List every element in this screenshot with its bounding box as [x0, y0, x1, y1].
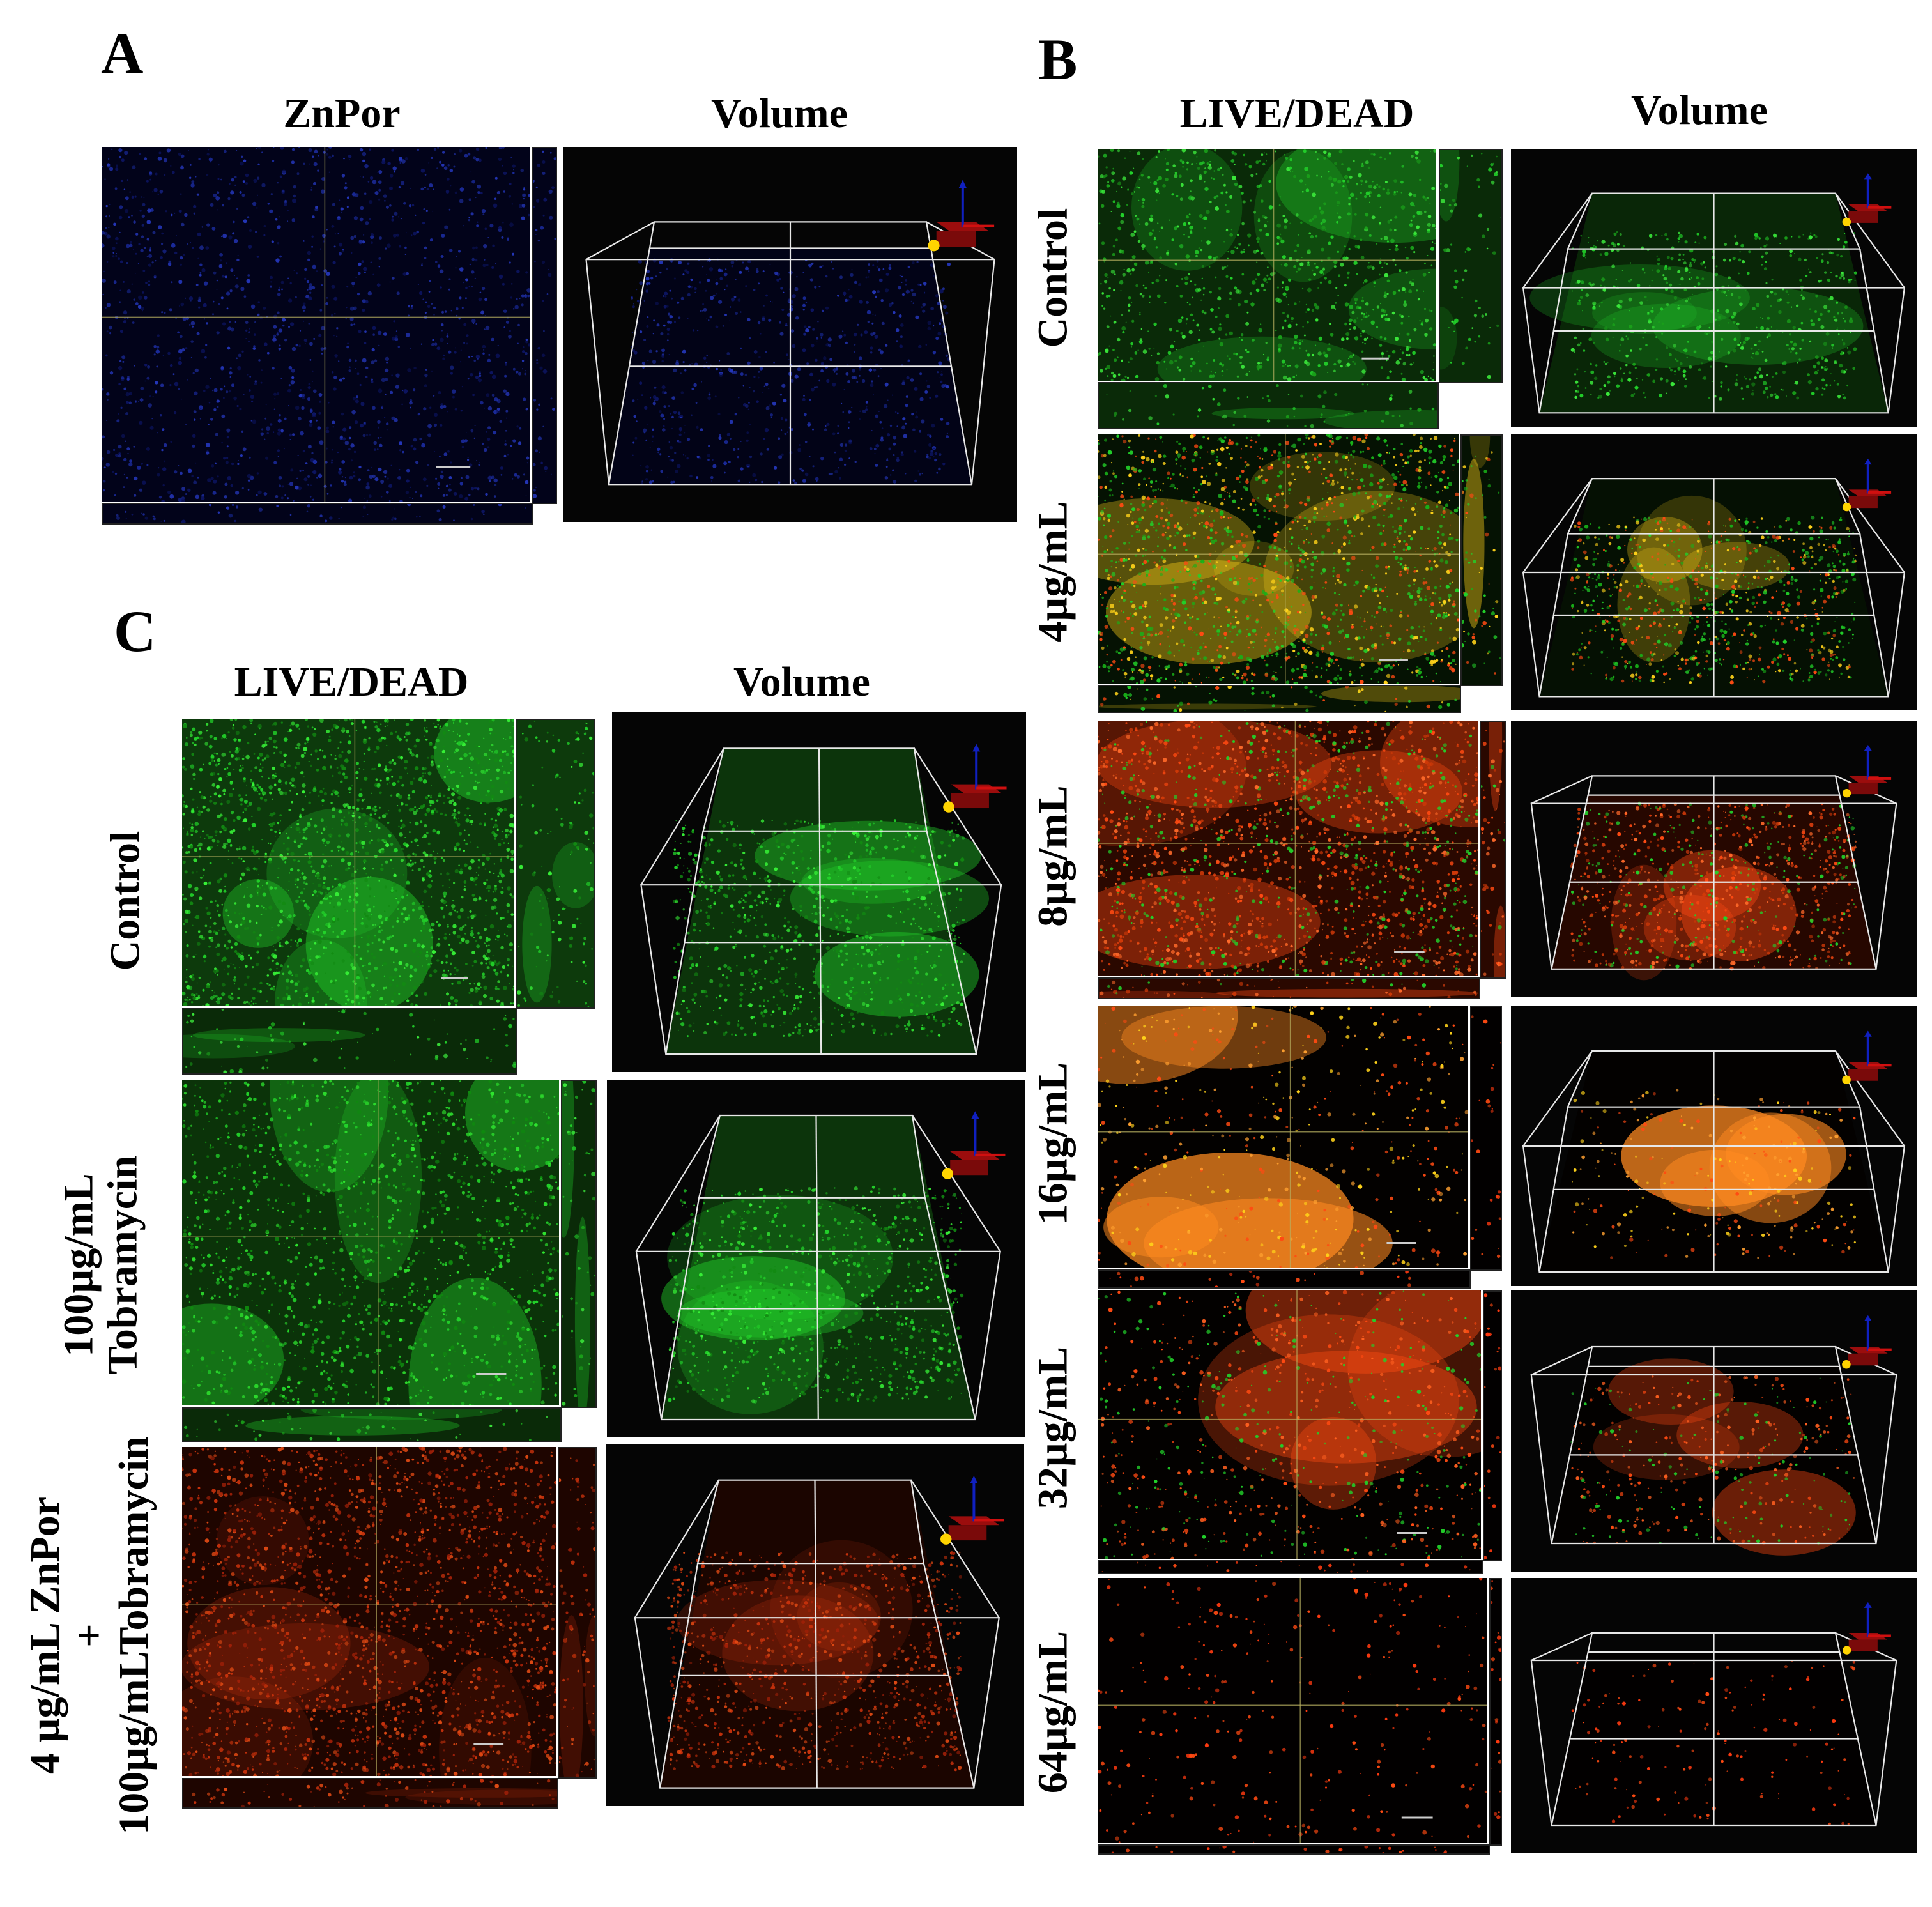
panel-b-row-label-control: Control [1029, 208, 1076, 348]
panel-c-row-label-tobramycin: 100µg/mL Tobramycin [56, 1156, 146, 1374]
b-64ug-side-view [1489, 1578, 1502, 1846]
b-16ug-live-dead-image [1098, 1006, 1468, 1268]
c-control-bottom-view [182, 1008, 517, 1075]
c-control-volume-render [612, 712, 1026, 1072]
panel-c-row-label-tobramycin-line2: Tobramycin [100, 1156, 146, 1374]
panel-b-row-label-8: 8µg/mL [1029, 785, 1076, 926]
panel-c-row-label-combination-line1: 4 µg/mL ZnPor [22, 1436, 68, 1835]
panel-letter-b: B [1038, 26, 1077, 93]
panel-b-header-volume: Volume [1623, 86, 1776, 135]
b-8ug-live-dead-image [1098, 721, 1478, 976]
b-16ug-volume-render [1511, 1006, 1917, 1286]
panel-b-row-label-32: 32µg/mL [1029, 1347, 1076, 1509]
b-4ug-live-dead-image [1098, 434, 1459, 684]
panel-c-row-label-combination-line3: 100µg/mLTobramycin [111, 1436, 157, 1835]
znpor-volume-render [564, 147, 1017, 522]
znpor-slice-image [102, 147, 530, 502]
c-control-live-dead-image [182, 719, 514, 1006]
c-combination-side-view [558, 1447, 597, 1779]
b-control-side-view [1439, 149, 1503, 383]
b-8ug-volume-render [1511, 721, 1917, 997]
c-combination-live-dead-image [182, 1447, 556, 1776]
b-control-live-dead-image [1098, 149, 1436, 381]
panel-c-header-live-dead: LIVE/DEAD [204, 658, 498, 707]
panel-c-header-volume: Volume [725, 658, 878, 707]
b-32ug-volume-render [1511, 1290, 1917, 1572]
panel-letter-a: A [101, 19, 143, 87]
b-64ug-live-dead-image [1098, 1578, 1487, 1843]
panel-b-row-label-4: 4µg/mL [1029, 501, 1076, 642]
c-control-side-view [516, 719, 595, 1009]
b-32ug-live-dead-image [1098, 1290, 1481, 1559]
znpor-bottom-view [102, 503, 533, 525]
b-16ug-side-view [1470, 1006, 1502, 1271]
b-32ug-bottom-view [1098, 1560, 1483, 1574]
b-64ug-bottom-view [1098, 1844, 1490, 1855]
c-tobramycin-side-view [561, 1080, 597, 1408]
b-4ug-volume-render [1511, 434, 1917, 710]
panel-b-row-label-16: 16µg/mL [1029, 1062, 1076, 1225]
b-32ug-side-view [1483, 1290, 1502, 1561]
panel-c-row-label-combination-line2: + [66, 1436, 112, 1835]
b-64ug-volume-render [1511, 1578, 1917, 1853]
c-tobramycin-bottom-view [182, 1407, 562, 1442]
b-control-volume-render [1511, 149, 1917, 427]
b-8ug-side-view [1480, 721, 1506, 979]
znpor-side-view [532, 147, 557, 504]
panel-b-row-label-64: 64µg/mL [1029, 1631, 1076, 1793]
panel-letter-c: C [114, 597, 156, 665]
c-tobramycin-volume-render [607, 1080, 1025, 1437]
b-4ug-side-view [1460, 434, 1503, 686]
panel-c-row-label-combination: 4 µg/mL ZnPor + 100µg/mLTobramycin [22, 1436, 157, 1835]
b-4ug-bottom-view [1098, 685, 1461, 713]
panel-a-header-volume: Volume [703, 89, 856, 138]
c-combination-bottom-view [182, 1778, 558, 1809]
panel-c-row-label-tobramycin-line1: 100µg/mL [56, 1156, 102, 1374]
panel-b-header-live-dead: LIVE/DEAD [1150, 89, 1444, 138]
b-control-bottom-view [1098, 382, 1439, 429]
c-combination-volume-render [606, 1444, 1024, 1806]
panel-a-header-znpor: ZnPor [275, 89, 409, 138]
b-8ug-bottom-view [1098, 977, 1480, 999]
c-tobramycin-live-dead-image [182, 1080, 559, 1405]
b-16ug-bottom-view [1098, 1269, 1471, 1289]
panel-c-row-label-control: Control [102, 831, 148, 971]
